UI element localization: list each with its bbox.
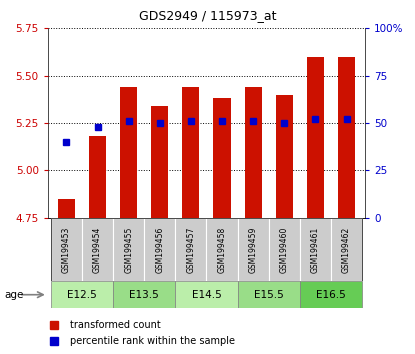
Text: percentile rank within the sample: percentile rank within the sample xyxy=(70,336,235,346)
Text: GSM199454: GSM199454 xyxy=(93,226,102,273)
Bar xyxy=(269,218,300,281)
Text: GSM199462: GSM199462 xyxy=(342,227,351,273)
Bar xyxy=(300,218,331,281)
Text: age: age xyxy=(4,290,24,300)
Text: GSM199461: GSM199461 xyxy=(311,227,320,273)
Bar xyxy=(82,218,113,281)
Bar xyxy=(237,218,269,281)
Bar xyxy=(176,281,237,308)
Text: transformed count: transformed count xyxy=(70,320,161,330)
Bar xyxy=(213,98,231,218)
Bar xyxy=(182,87,200,218)
Bar xyxy=(331,218,362,281)
Text: GDS2949 / 115973_at: GDS2949 / 115973_at xyxy=(139,9,276,22)
Bar xyxy=(276,95,293,218)
Bar xyxy=(113,218,144,281)
Text: GSM199457: GSM199457 xyxy=(186,226,195,273)
Bar xyxy=(207,218,237,281)
Text: E13.5: E13.5 xyxy=(129,290,159,300)
Bar xyxy=(300,281,362,308)
Bar xyxy=(89,136,106,218)
Text: GSM199453: GSM199453 xyxy=(62,226,71,273)
Bar xyxy=(338,57,355,218)
Text: E12.5: E12.5 xyxy=(67,290,97,300)
Text: GSM199456: GSM199456 xyxy=(155,226,164,273)
Bar xyxy=(58,199,75,218)
Bar xyxy=(151,106,168,218)
Text: GSM199455: GSM199455 xyxy=(124,226,133,273)
Bar xyxy=(237,281,300,308)
Bar xyxy=(144,218,176,281)
Bar xyxy=(120,87,137,218)
Text: GSM199458: GSM199458 xyxy=(217,227,227,273)
Text: GSM199459: GSM199459 xyxy=(249,226,258,273)
Bar xyxy=(176,218,207,281)
Bar xyxy=(51,218,82,281)
Text: GSM199460: GSM199460 xyxy=(280,226,289,273)
Text: E16.5: E16.5 xyxy=(316,290,346,300)
Bar xyxy=(307,57,324,218)
Bar xyxy=(113,281,176,308)
Text: E15.5: E15.5 xyxy=(254,290,283,300)
Text: E14.5: E14.5 xyxy=(192,290,221,300)
Bar xyxy=(244,87,262,218)
Bar xyxy=(51,281,113,308)
